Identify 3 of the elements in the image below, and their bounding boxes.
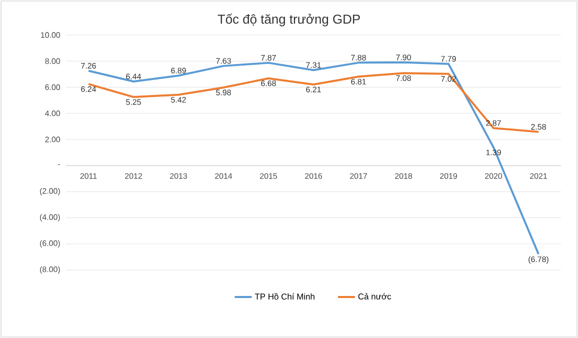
legend-label: Cả nước	[358, 293, 392, 300]
legend-label: TP Hồ Chí Minh	[254, 292, 314, 300]
chart-title: Tốc độ tăng trưởng GDP	[218, 14, 360, 26]
